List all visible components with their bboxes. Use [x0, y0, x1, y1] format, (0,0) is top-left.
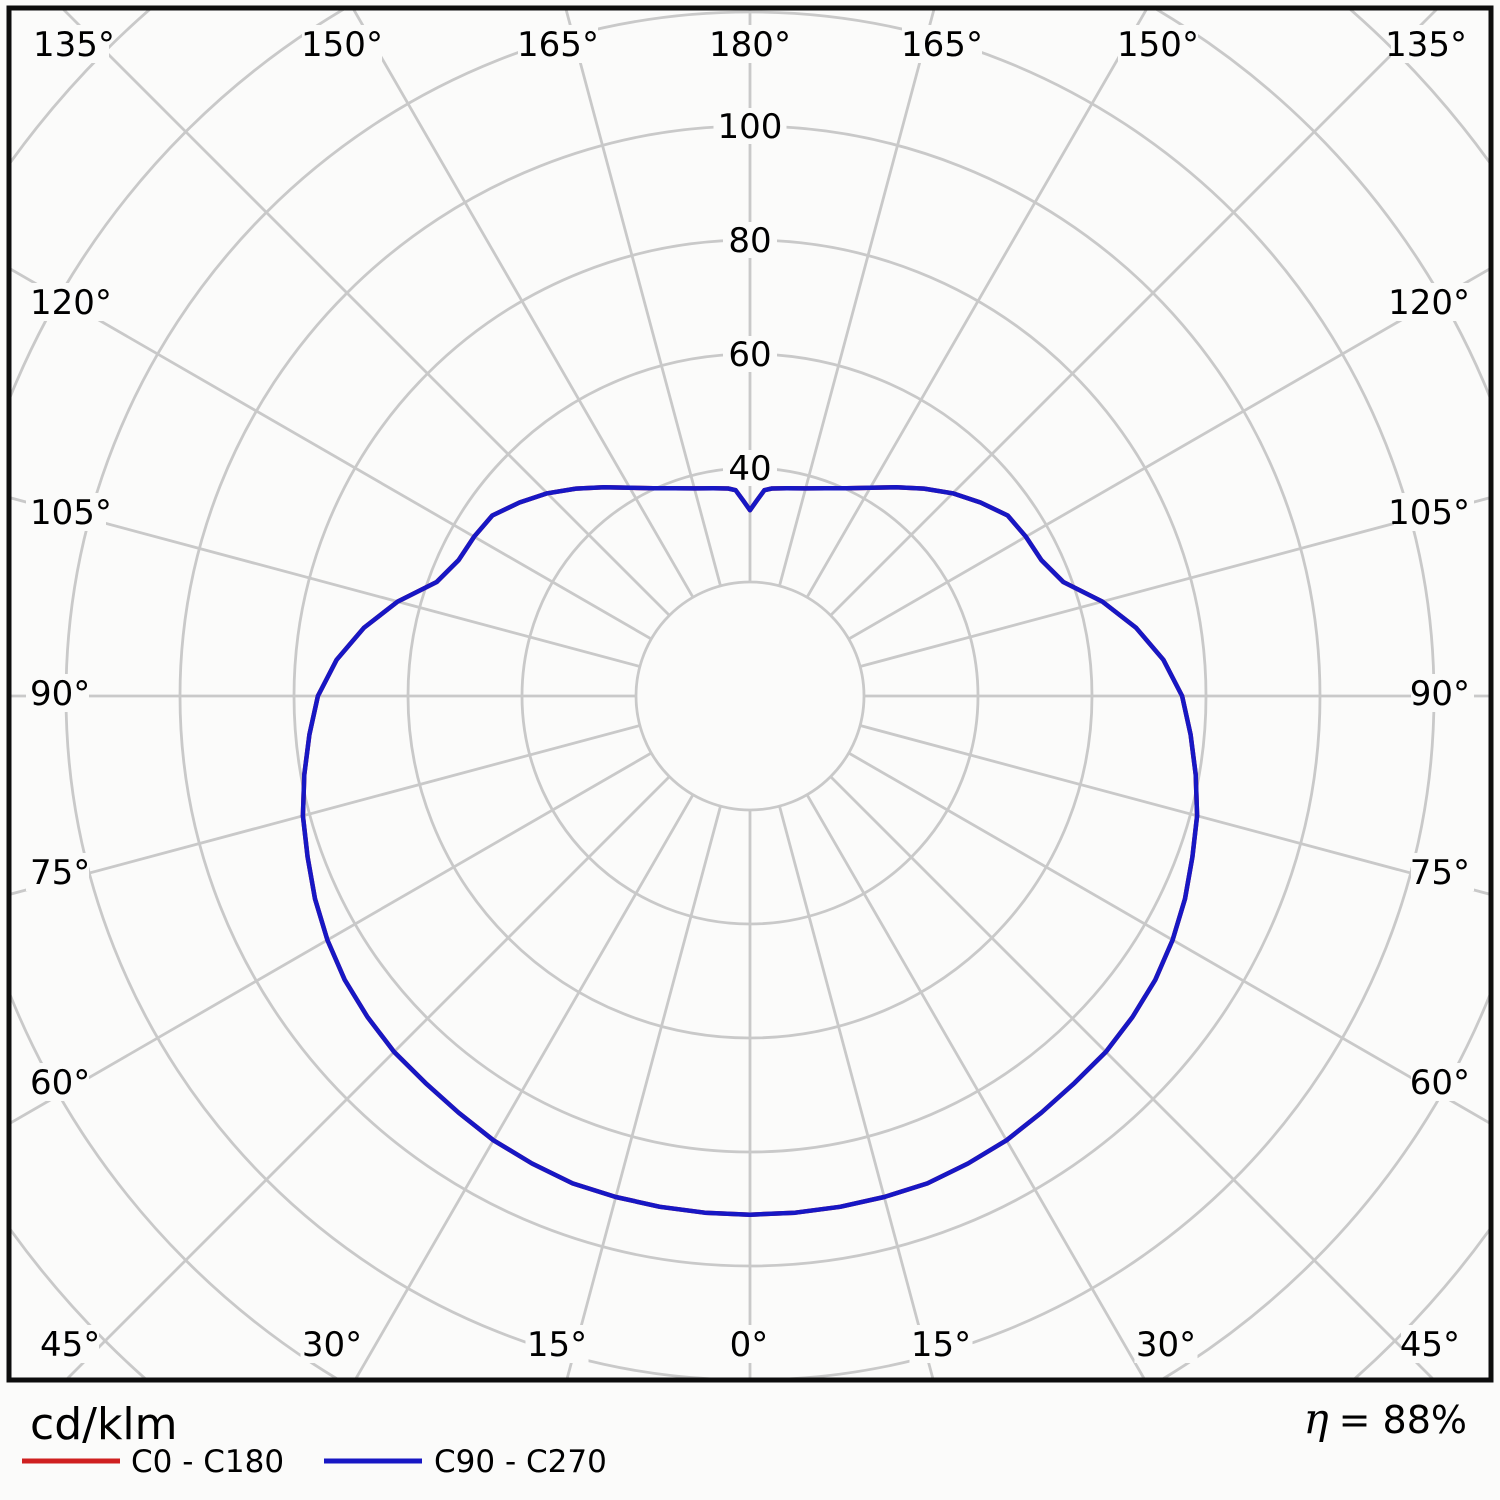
- label-mask: [1134, 1325, 1198, 1363]
- eta-symbol: η: [1303, 1394, 1328, 1443]
- label-mask: [1118, 25, 1198, 63]
- label-mask: [29, 25, 109, 63]
- ring-label-100: 100: [718, 107, 783, 147]
- grid-spoke-285: [11, 724, 641, 896]
- angle-label-0: 0°: [730, 1325, 769, 1365]
- ring-label-60: 60: [728, 335, 771, 375]
- efficiency-label: η = 88%: [1303, 1394, 1467, 1443]
- label-mask: [909, 1325, 973, 1363]
- grid-spoke-165: [778, 10, 936, 587]
- angle-label-60: 60°: [1410, 1063, 1470, 1103]
- grid-spoke-330: [354, 794, 695, 1378]
- grid-ring-20: [634, 580, 866, 812]
- label-mask: [525, 1325, 589, 1363]
- angle-label-90: 90°: [30, 674, 90, 714]
- grid-spoke-210: [352, 10, 695, 598]
- grid-spoke-240: [11, 268, 652, 641]
- angle-label-30: 30°: [302, 1325, 362, 1365]
- label-mask: [518, 25, 598, 63]
- eta-value: = 88%: [1339, 1398, 1467, 1442]
- angle-label-75: 75°: [30, 853, 90, 893]
- angle-label-60: 60°: [30, 1063, 90, 1103]
- label-mask: [723, 222, 777, 258]
- label-mask: [1401, 1325, 1464, 1363]
- grid-spoke-105: [859, 496, 1489, 668]
- angle-label-165: 165°: [517, 25, 599, 65]
- angle-label-30: 30°: [1136, 1325, 1196, 1365]
- angle-label-45: 45°: [40, 1325, 100, 1365]
- label-mask: [713, 108, 787, 144]
- grid-spoke-30: [805, 794, 1146, 1378]
- label-mask: [1394, 493, 1474, 531]
- angle-label-135: 135°: [33, 25, 115, 65]
- label-mask: [723, 336, 777, 372]
- angle-label-90: 90°: [1410, 674, 1470, 714]
- label-mask: [36, 1325, 99, 1363]
- label-mask: [300, 1325, 364, 1363]
- angle-label-15: 15°: [527, 1325, 587, 1365]
- grid-spoke-75: [859, 724, 1489, 896]
- angle-label-135: 135°: [1385, 25, 1467, 65]
- grid-spoke-195: [564, 10, 722, 587]
- angle-label-120: 120°: [30, 283, 112, 323]
- ring-label-40: 40: [728, 449, 771, 489]
- curve-c90-c270: [300, 485, 1200, 1217]
- curves: [300, 485, 1200, 1217]
- chart-frame: [6, 5, 1494, 1383]
- label-mask: [26, 283, 106, 321]
- label-mask: [726, 1325, 772, 1363]
- label-mask: [26, 493, 106, 531]
- label-mask: [26, 853, 89, 891]
- grid-spoke-300: [11, 751, 652, 1124]
- angle-label-75: 75°: [1410, 853, 1470, 893]
- label-mask: [1411, 674, 1474, 712]
- ring-label-80: 80: [728, 221, 771, 261]
- legend-label-c0-c180: C0 - C180: [131, 1444, 284, 1480]
- angle-label-105: 105°: [1388, 493, 1470, 533]
- angle-label-165: 165°: [901, 25, 983, 65]
- label-mask: [302, 25, 382, 63]
- label-mask: [723, 450, 777, 486]
- label-mask: [1394, 283, 1474, 321]
- angle-label-120: 120°: [1388, 283, 1470, 323]
- angle-label-105: 105°: [30, 493, 112, 533]
- label-mask: [902, 25, 982, 63]
- grid-spoke-120: [848, 268, 1489, 641]
- label-mask: [710, 25, 790, 63]
- angle-label-150: 150°: [1117, 25, 1199, 65]
- angle-label-45: 45°: [1400, 1325, 1460, 1365]
- grid-spoke-255: [11, 496, 641, 668]
- angle-label-180: 180°: [709, 25, 791, 65]
- angle-label-150: 150°: [301, 25, 383, 65]
- grid-spoke-15: [778, 805, 935, 1378]
- label-mask: [1411, 1063, 1474, 1101]
- label-mask: [1391, 25, 1471, 63]
- grid-spoke-345: [565, 805, 722, 1378]
- axis-labels: 135° 150° 165° 180° 165° 150° 135° 120° 120° 105°…: [26, 25, 1474, 1365]
- grid-spoke-60: [848, 751, 1489, 1124]
- legend-label-c90-c270: C90 - C270: [434, 1444, 607, 1480]
- angle-label-15: 15°: [911, 1325, 971, 1365]
- label-mask: [26, 1063, 89, 1101]
- label-mask: [26, 674, 89, 712]
- label-mask: [1411, 853, 1474, 891]
- units-label: cd/klm: [30, 1399, 178, 1450]
- grid-spoke-150: [805, 10, 1148, 598]
